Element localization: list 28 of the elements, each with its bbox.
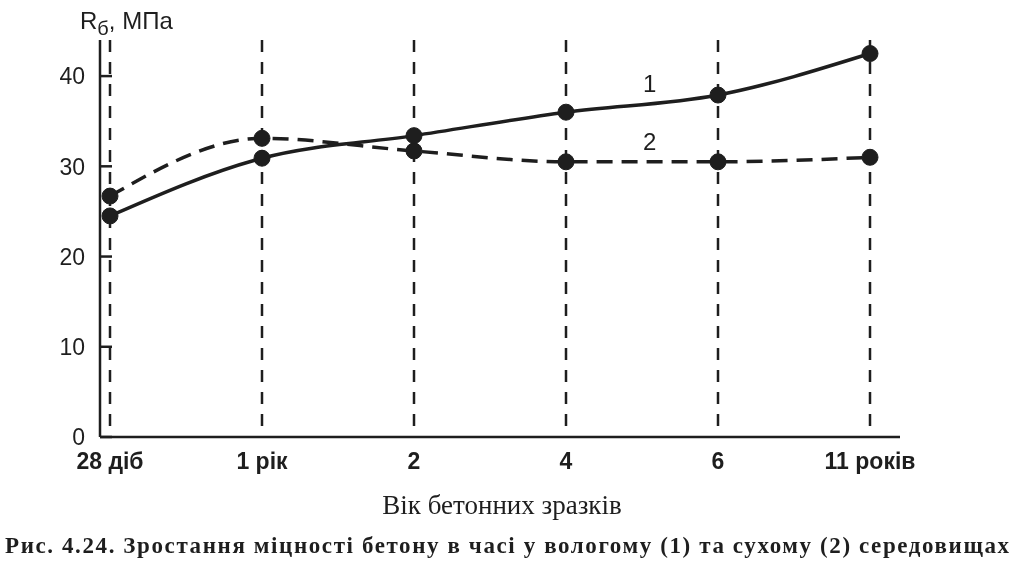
series-label: 1 — [642, 69, 657, 97]
y-tick-label: 10 — [59, 334, 85, 361]
text: Рис. 4.24. Зростання міцності бетону в часі у вологому (1) та сухому (2) середовищах — [5, 533, 1011, 559]
point — [405, 142, 423, 160]
y-tick-label: 30 — [59, 153, 85, 180]
point — [709, 86, 727, 104]
point — [861, 148, 879, 166]
x-tick-label: 1 рік — [236, 448, 289, 475]
point — [557, 153, 575, 171]
point — [405, 127, 423, 145]
y-tick-label: 40 — [59, 63, 85, 90]
x-tick-label: 2 — [407, 448, 421, 475]
point — [101, 207, 119, 225]
x-tick-label: 4 — [559, 448, 573, 475]
point — [861, 45, 879, 63]
y-axis-title: R$_{б}$, МПа — [80, 7, 173, 41]
point — [101, 187, 119, 205]
point — [557, 103, 575, 121]
x-tick-label: 6 — [711, 448, 725, 475]
x-tick-label: 11 років — [824, 448, 916, 475]
y-tick-label: 20 — [59, 243, 85, 270]
series-label: 2 — [642, 127, 657, 155]
x-axis-title: Вік бетонних зразків — [382, 490, 622, 521]
y-tick-label: 0 — [72, 424, 85, 451]
point — [253, 149, 271, 167]
x-tick-label: 28 діб — [76, 448, 144, 475]
point — [253, 129, 271, 147]
point — [709, 153, 727, 171]
